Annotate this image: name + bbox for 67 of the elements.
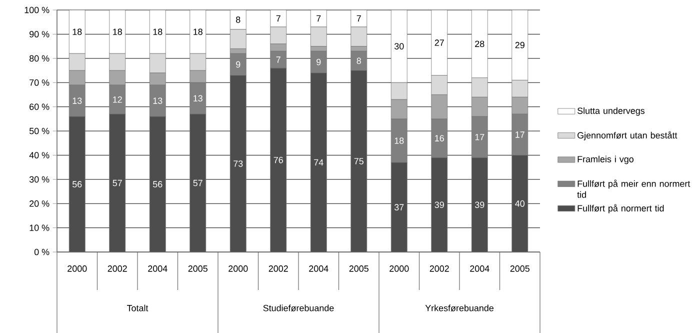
y-tick-label: 60 % xyxy=(30,104,50,110)
y-tick-label: 50 % xyxy=(29,128,50,134)
data-label: 29 xyxy=(515,42,524,48)
x-tick-label: 2004 xyxy=(148,265,168,272)
text: Studieførebuande xyxy=(263,304,334,312)
data-label: 8 xyxy=(356,58,361,64)
data-label: 9 xyxy=(316,58,321,66)
y-tick-label: 90 % xyxy=(30,31,50,38)
legend-label: Slutta undervegs xyxy=(577,107,645,116)
data-label: 39 xyxy=(434,202,444,208)
x-tick-label: 2000 xyxy=(390,265,409,272)
x-tick-label: 2002 xyxy=(268,265,288,272)
y-tick-label: 10 % xyxy=(30,224,50,231)
data-label: 18 xyxy=(72,28,82,35)
x-tick-label: 2000 xyxy=(68,265,87,272)
data-label: 13 xyxy=(72,98,82,104)
data-label: 13 xyxy=(153,98,162,104)
y-tick-label: 100 % xyxy=(24,6,50,14)
data-label: 56 xyxy=(72,181,82,188)
x-tick-label: 2000 xyxy=(228,265,248,272)
legend-label: Gjennomført utan bestått xyxy=(578,131,678,140)
x-tick-label: 2004 xyxy=(470,265,490,272)
data-label: 30 xyxy=(394,43,404,50)
x-tick-label: 2002 xyxy=(430,265,449,272)
data-label: 7 xyxy=(276,15,280,22)
x-tick-label: 2002 xyxy=(108,265,127,272)
data-label: 12 xyxy=(113,96,122,103)
data-label: 39 xyxy=(474,202,484,208)
y-tick-label: 70 % xyxy=(30,79,50,86)
data-label: 18 xyxy=(113,28,122,35)
data-label: 73 xyxy=(234,160,243,167)
text: Yrkesførebuande xyxy=(425,304,494,312)
y-tick-label: 40 % xyxy=(29,152,50,158)
text: Totalt xyxy=(126,304,148,312)
legend-label: Fullført på meir enn normert tid xyxy=(577,180,690,198)
y-tick-label: 80 % xyxy=(30,55,50,62)
data-label: 7 xyxy=(316,15,321,22)
data-label: 9 xyxy=(236,61,240,68)
data-label: 40 xyxy=(515,200,525,207)
x-tick-label: 2005 xyxy=(188,265,208,272)
data-label: 7 xyxy=(356,15,361,22)
x-tick-label: 2005 xyxy=(349,265,368,272)
data-label: 18 xyxy=(194,28,202,35)
data-label: 16 xyxy=(435,135,444,142)
x-tick-label: 2004 xyxy=(309,265,328,272)
data-label: 13 xyxy=(194,95,202,102)
data-label: 17 xyxy=(475,134,484,140)
data-label: 7 xyxy=(276,56,280,63)
legend-label: Framleis i vgo xyxy=(578,156,634,164)
data-label: 27 xyxy=(434,40,444,46)
data-label: 8 xyxy=(236,16,240,23)
data-label: 57 xyxy=(193,180,202,186)
data-label: 28 xyxy=(475,40,484,48)
data-label: 17 xyxy=(516,132,524,138)
data-label: 18 xyxy=(394,138,404,144)
data-label: 76 xyxy=(274,156,283,164)
x-tick-label: 2005 xyxy=(510,265,530,272)
data-label: 37 xyxy=(394,204,404,210)
data-label: 74 xyxy=(314,159,324,166)
data-label: 57 xyxy=(112,180,122,186)
legend-label: Fullført på normert tid xyxy=(578,204,664,214)
y-tick-label: 0 % xyxy=(34,248,50,256)
data-label: 18 xyxy=(153,28,162,35)
y-tick-label: 20 % xyxy=(30,200,50,207)
data-label: 56 xyxy=(153,181,162,188)
data-label: 75 xyxy=(354,158,364,164)
y-tick-label: 30 % xyxy=(29,176,50,183)
